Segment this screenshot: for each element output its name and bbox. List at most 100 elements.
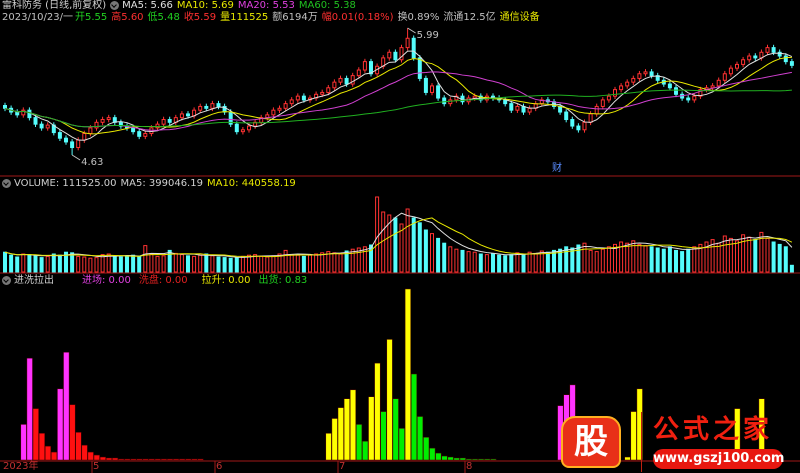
volume-bar [765,237,770,273]
indicator-bar-pull [636,388,643,461]
candle [692,95,697,101]
indicator-name[interactable]: 进洗拉出 [14,275,54,286]
candle [637,73,642,79]
volume-bar [503,255,508,273]
volume-bar [735,240,739,273]
candle [45,124,50,129]
volume-bar [320,252,325,273]
candle [411,37,416,59]
volume-bar [753,239,758,273]
volume-bar [649,246,654,273]
indicator-bar-wash [154,458,161,461]
volume-bar [564,246,569,273]
volume-ma5-line [4,212,793,258]
volume-bar [106,253,111,273]
logo-divider [641,412,642,472]
indicator-bar-wash [44,445,52,461]
industry-link[interactable]: 通信设备 [499,12,540,23]
volume-bar [216,256,221,273]
ma20-value: MA20: 5.53 [237,0,295,11]
candle [582,121,587,131]
volume-bar [533,252,538,273]
volume-ma10-line [4,217,793,258]
candle [649,71,654,77]
volume-bar [338,253,343,273]
volume-bar [222,257,227,273]
volume-bar [173,252,178,273]
volume-bar [430,233,434,273]
quote-amount: 额6194万 [272,12,318,23]
volume-bar [728,237,733,273]
volume-bar [631,240,636,273]
indicator-bar-wash [166,458,174,461]
candle [423,77,428,93]
indicator-bar-pull [349,389,357,461]
candle [234,123,239,133]
candle [64,137,68,143]
stock-title[interactable]: 雷科防务 (日线,前复权) [2,0,107,11]
candle [295,95,300,101]
indicator-bar-wash [136,458,143,461]
candle [332,81,337,89]
volume-bar [454,248,459,273]
volume-bar [667,246,672,273]
x-axis-label: 8 [466,461,473,472]
volume-bar [277,253,282,273]
volume-bar [137,255,142,273]
volume-bar [192,255,197,273]
candle [503,99,508,105]
volume-bar [606,246,611,273]
candle [619,85,624,91]
indicator-bar-wash [118,458,125,461]
indicator-bar-ship [447,456,454,461]
volume-bar [204,253,209,273]
volume-bar [155,255,160,273]
candle [564,111,569,121]
low-price-label: 4.63 [81,157,103,168]
candle [771,47,776,53]
volume-series [3,196,794,273]
candle [118,121,123,127]
chevron-down-icon[interactable] [2,276,11,285]
indicator-bar-wash [148,458,155,461]
candle [39,123,44,129]
candle [143,133,148,137]
volume-bar [387,214,392,273]
candle [94,121,99,129]
volume-bar [314,253,319,273]
candle [558,105,563,113]
candle [509,103,514,111]
volume-bar [417,222,422,273]
volume-bar [716,242,721,273]
indicator-bar-ship [453,457,460,461]
chevron-down-icon[interactable] [110,1,120,10]
volume-bar [655,247,660,273]
volume-bar [64,251,68,273]
indicator-bar-ship [465,458,472,461]
volume-bar [240,255,245,273]
x-axis-label: 5 [93,461,100,472]
candle [741,59,746,65]
volume-bar [411,217,416,273]
indicator-bar-pull [325,433,332,461]
volume-bar [356,247,361,273]
indicator-bar-pull [386,339,393,461]
volume-bar [643,245,648,273]
volume-bar [167,249,172,273]
candle [600,99,605,107]
volume-bar [100,254,105,273]
volume-bar [15,256,20,273]
candle [576,125,581,131]
indicator-bar-wash [69,404,76,461]
candle [198,105,203,111]
volume-bar [112,255,117,273]
indicator-bar-ship [429,447,436,461]
volume-bar [771,241,776,273]
volume-bar [295,254,300,273]
chevron-down-icon[interactable] [2,179,11,188]
indicator-bar-ship [471,458,479,461]
volume-bar [301,255,306,273]
candle [783,55,788,63]
finance-marker[interactable]: 财 [552,163,562,174]
